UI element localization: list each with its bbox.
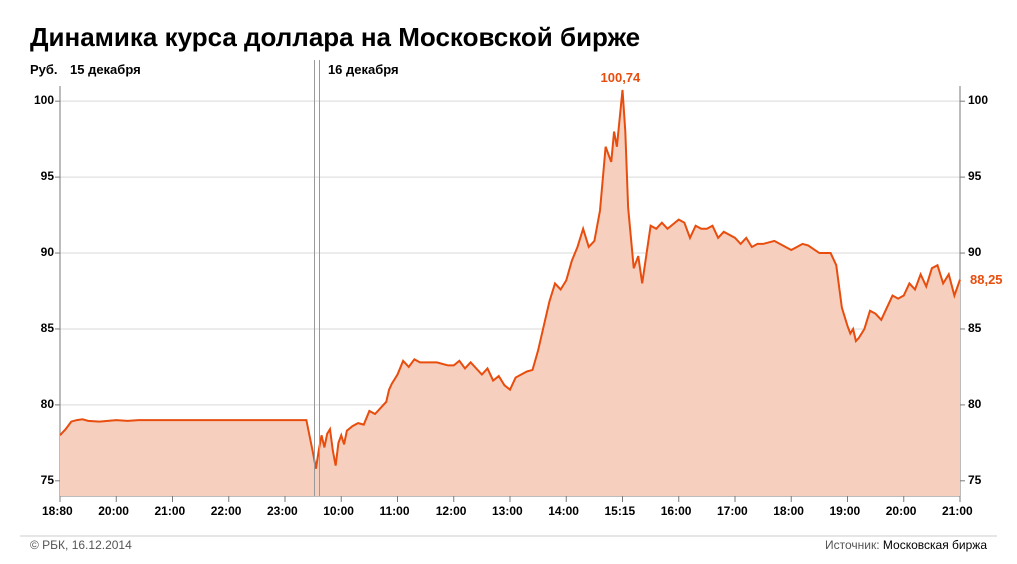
x-tick: 23:00 [267,504,307,518]
end-value-label: 88,25 [970,272,1003,287]
x-tick: 21:00 [942,504,982,518]
y-tick-left: 85 [30,321,54,335]
y-tick-right: 90 [968,245,981,259]
y-tick-right: 85 [968,321,981,335]
chart-page: { "title": "Динамика курса доллара на Мо… [0,0,1017,564]
x-tick: 19:00 [830,504,870,518]
day-divider-line-1 [314,60,315,496]
y-tick-left: 80 [30,397,54,411]
footer-source-prefix: Источник: [825,538,883,552]
x-tick: 13:00 [492,504,532,518]
y-tick-right: 80 [968,397,981,411]
x-tick: 18:80 [42,504,82,518]
footer-source-name: Московская биржа [883,538,987,552]
x-tick: 22:00 [211,504,251,518]
footer-source: Источник: Московская биржа [825,538,987,552]
x-tick: 15:15 [605,504,645,518]
x-tick: 17:00 [717,504,757,518]
y-tick-right: 100 [968,93,988,107]
y-tick-left: 100 [30,93,54,107]
x-tick: 12:00 [436,504,476,518]
x-tick: 21:00 [155,504,195,518]
day-divider-line-2 [319,60,320,496]
x-tick: 11:00 [380,504,420,518]
y-tick-right: 95 [968,169,981,183]
x-tick: 20:00 [886,504,926,518]
x-tick: 10:00 [323,504,363,518]
x-tick: 18:00 [773,504,813,518]
y-tick-left: 95 [30,169,54,183]
area-chart [0,0,1017,564]
peak-value-label: 100,74 [601,70,641,85]
x-tick: 20:00 [98,504,138,518]
y-tick-left: 75 [30,473,54,487]
x-tick: 16:00 [661,504,701,518]
footer-copyright: © РБК, 16.12.2014 [30,538,132,552]
y-tick-right: 75 [968,473,981,487]
x-tick: 14:00 [548,504,588,518]
y-tick-left: 90 [30,245,54,259]
